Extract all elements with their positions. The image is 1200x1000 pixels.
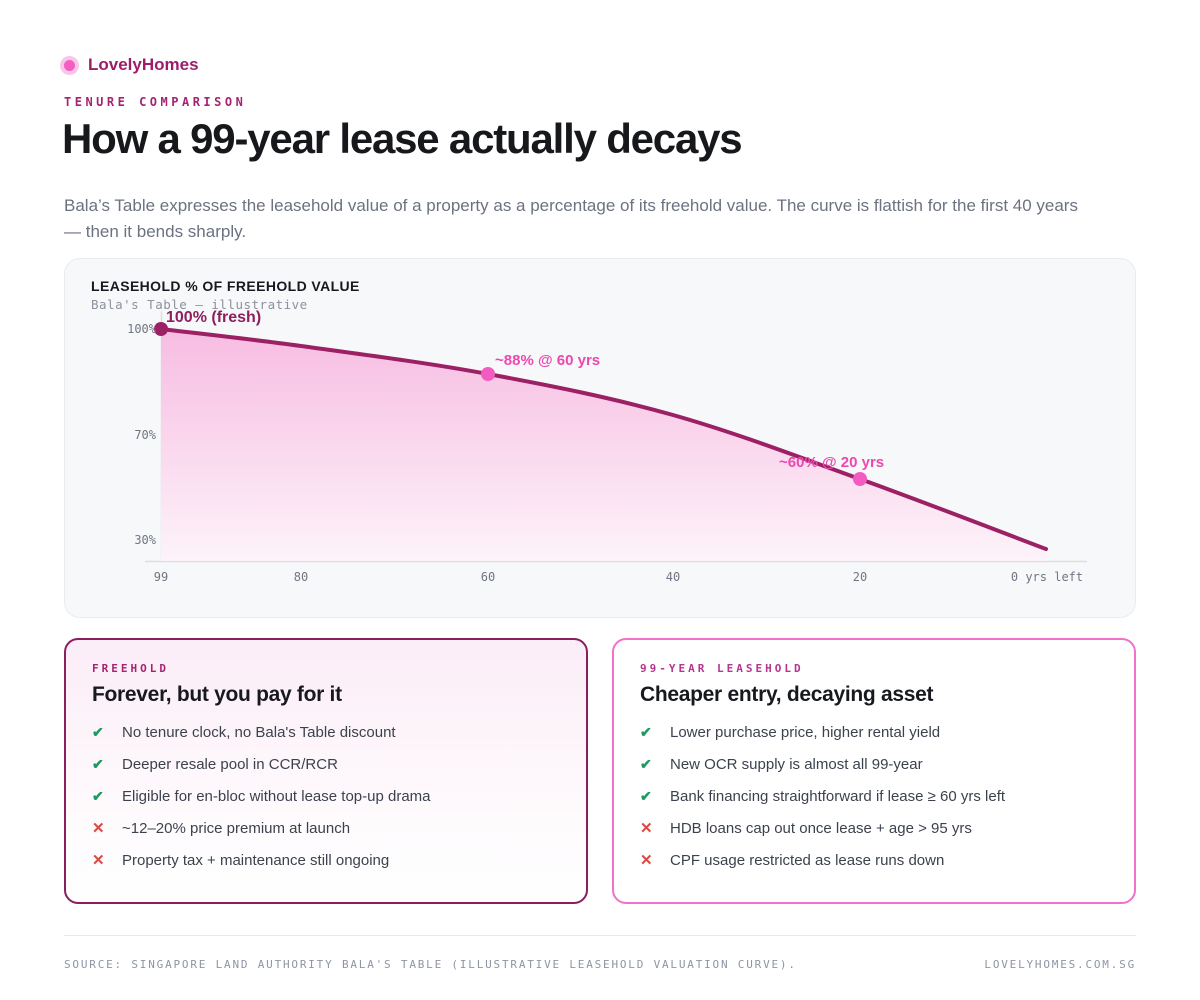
list-item: ✕ ~12–20% price premium at launch xyxy=(92,812,560,844)
card-leasehold: 99-YEAR LEASEHOLD Cheaper entry, decayin… xyxy=(612,638,1136,904)
item-text: Property tax + maintenance still ongoing xyxy=(122,851,390,869)
check-icon: ✔ xyxy=(92,755,104,772)
annotation-60-at-20: ~60% @ 20 yrs xyxy=(779,454,885,471)
x-tick-label: 80 xyxy=(293,570,309,584)
item-text: New OCR supply is almost all 99-year xyxy=(670,755,923,773)
cross-icon: ✕ xyxy=(92,852,105,869)
footer: SOURCE: SINGAPORE LAND AUTHORITY BALA'S … xyxy=(64,958,1136,971)
item-text: Eligible for en-bloc without lease top-u… xyxy=(122,787,431,805)
chart-card: LEASEHOLD % OF FREEHOLD VALUE Bala's Tab… xyxy=(64,258,1136,618)
footer-divider xyxy=(64,935,1136,936)
item-text: Bank financing straightforward if lease … xyxy=(670,787,1006,805)
card-eyebrow: 99-YEAR LEASEHOLD xyxy=(640,662,804,675)
chart-title: LEASEHOLD % OF FREEHOLD VALUE xyxy=(91,278,360,294)
check-icon: ✔ xyxy=(640,787,652,804)
decay-curve-line xyxy=(159,327,1048,551)
list-item: ✔ No tenure clock, no Bala's Table discou… xyxy=(92,716,560,748)
x-tick-label: 40 xyxy=(665,570,681,584)
page-title: How a 99-year lease actually decays xyxy=(62,115,743,162)
list-item: ✔ Deeper resale pool in CCR/RCR xyxy=(92,748,560,780)
check-icon: ✔ xyxy=(92,787,104,804)
item-text: CPF usage restricted as lease runs down xyxy=(670,851,945,869)
data-point-marker xyxy=(481,367,495,381)
chart-plot-svg xyxy=(145,311,1087,563)
x-tick-label: 0 yrs left xyxy=(1010,570,1084,584)
comparison-cards: FREEHOLD Forever, but you pay for it ✔ No… xyxy=(64,638,1136,904)
brand-dot-icon xyxy=(64,59,75,71)
chart-series xyxy=(154,322,1048,561)
list-item: ✔ Bank financing straightforward if lease… xyxy=(640,780,1108,812)
y-tick-label: 70% xyxy=(134,428,156,442)
list-item: ✕ CPF usage restricted as lease runs down xyxy=(640,844,1108,876)
card-eyebrow: FREEHOLD xyxy=(92,662,169,675)
card-title: Cheaper entry, decaying asset xyxy=(640,683,934,706)
y-tick-label: 30% xyxy=(134,533,156,547)
annotation-88-at-60: ~88% @ 60 yrs xyxy=(495,352,601,369)
data-point-marker xyxy=(154,322,168,336)
cross-icon: ✕ xyxy=(640,852,653,869)
list-item: ✔ Lower purchase price, higher rental yie… xyxy=(640,716,1108,748)
cross-icon: ✕ xyxy=(640,820,653,837)
annotation-100-fresh: 100% (fresh) xyxy=(166,309,262,326)
pro-con-list: ✔ No tenure clock, no Bala's Table discou… xyxy=(92,716,560,876)
y-tick-label: 100% xyxy=(127,322,156,336)
list-item: ✔ Eligible for en-bloc without lease top-… xyxy=(92,780,560,812)
list-item: ✕ HDB loans cap out once lease + age > 95… xyxy=(640,812,1108,844)
pro-con-list: ✔ Lower purchase price, higher rental yie… xyxy=(640,716,1108,876)
card-freehold: FREEHOLD Forever, but you pay for it ✔ No… xyxy=(64,638,588,904)
item-text: HDB loans cap out once lease + age > 95 … xyxy=(670,819,972,837)
chart-subtitle: Bala's Table — illustrative xyxy=(91,297,308,312)
brand: LovelyHomes xyxy=(64,55,199,75)
check-icon: ✔ xyxy=(92,723,104,740)
item-text: No tenure clock, no Bala's Table discoun… xyxy=(122,723,396,741)
check-icon: ✔ xyxy=(640,755,652,772)
check-icon: ✔ xyxy=(640,723,652,740)
list-item: ✕ Property tax + maintenance still ongoin… xyxy=(92,844,560,876)
cross-icon: ✕ xyxy=(92,820,105,837)
x-tick-label: 60 xyxy=(480,570,496,584)
item-text: Lower purchase price, higher rental yiel… xyxy=(670,723,941,741)
chart-heading: LEASEHOLD % OF FREEHOLD VALUE Bala's Tab… xyxy=(91,278,360,312)
page-subtitle: Bala’s Table expresses the leasehold val… xyxy=(64,196,1078,241)
area-fill xyxy=(161,329,1046,561)
card-title: Forever, but you pay for it xyxy=(92,683,342,706)
item-text: ~12–20% price premium at launch xyxy=(122,819,351,837)
footer-source: SOURCE: SINGAPORE LAND AUTHORITY BALA'S … xyxy=(64,958,797,971)
brand-name: LovelyHomes xyxy=(88,55,199,74)
footer-site: LOVELYHOMES.COM.SG xyxy=(984,958,1136,971)
data-point-marker xyxy=(853,472,867,486)
item-text: Deeper resale pool in CCR/RCR xyxy=(122,755,338,773)
x-tick-label: 99 xyxy=(153,570,169,584)
section-eyebrow: TENURE COMPARISON xyxy=(64,95,247,109)
x-tick-label: 20 xyxy=(852,570,868,584)
list-item: ✔ New OCR supply is almost all 99-year xyxy=(640,748,1108,780)
